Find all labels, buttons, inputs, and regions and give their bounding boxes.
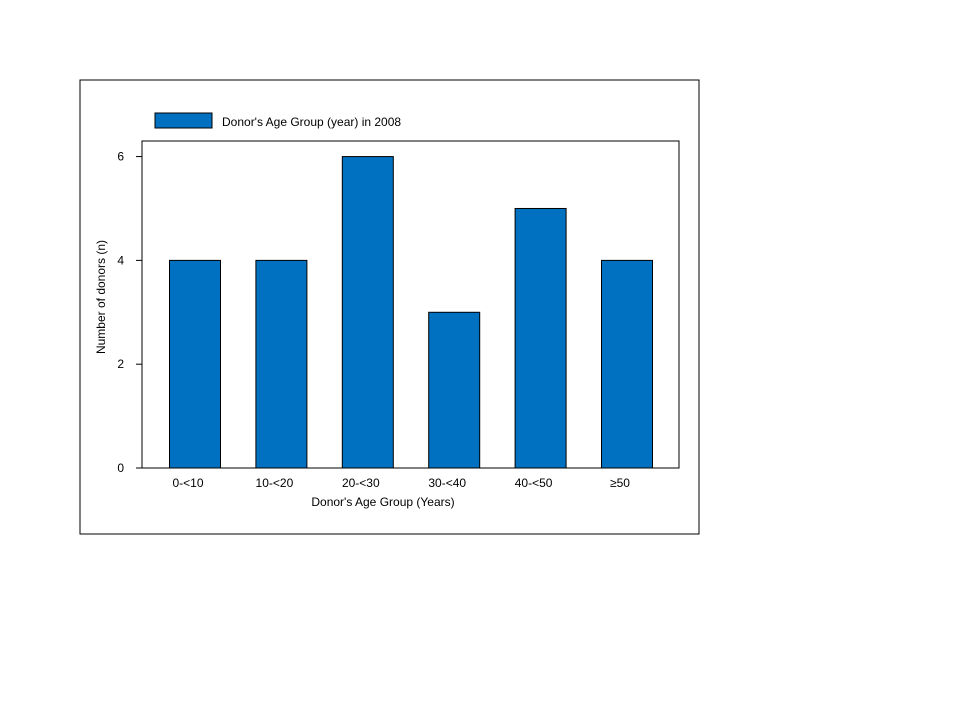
bar bbox=[428, 311, 481, 469]
bar bbox=[341, 156, 394, 469]
y-tick-label: 4 bbox=[117, 253, 124, 267]
x-tick-label: 0-<10 bbox=[172, 476, 203, 490]
x-tick-label: 10-<20 bbox=[256, 476, 294, 490]
y-tick-label: 2 bbox=[117, 357, 124, 371]
x-tick-label: 20-<30 bbox=[342, 476, 380, 490]
x-tick-label: 30-<40 bbox=[428, 476, 466, 490]
y-tick-label: 0 bbox=[117, 461, 124, 475]
bar bbox=[169, 259, 221, 469]
y-tick-label: 6 bbox=[117, 150, 124, 164]
x-tick-label: 40-<50 bbox=[515, 476, 553, 490]
x-axis: 0-<10 10-<20 20-<30 30-<40 40-<50 ≥50 bbox=[172, 476, 630, 490]
y-axis: 0 2 4 6 bbox=[117, 150, 142, 475]
bar bbox=[514, 207, 567, 469]
x-axis-title: Donor's Age Group (Years) bbox=[311, 495, 454, 509]
plot-frame bbox=[141, 140, 680, 469]
legend-swatch bbox=[154, 112, 213, 129]
bars bbox=[169, 156, 653, 469]
bar bbox=[255, 259, 308, 469]
x-tick-label: ≥50 bbox=[610, 476, 630, 490]
legend-label: Donor's Age Group (year) in 2008 bbox=[222, 115, 401, 129]
bar bbox=[601, 259, 653, 469]
legend: Donor's Age Group (year) in 2008 bbox=[154, 112, 401, 129]
y-axis-title: Number of donors (n) bbox=[94, 240, 108, 354]
